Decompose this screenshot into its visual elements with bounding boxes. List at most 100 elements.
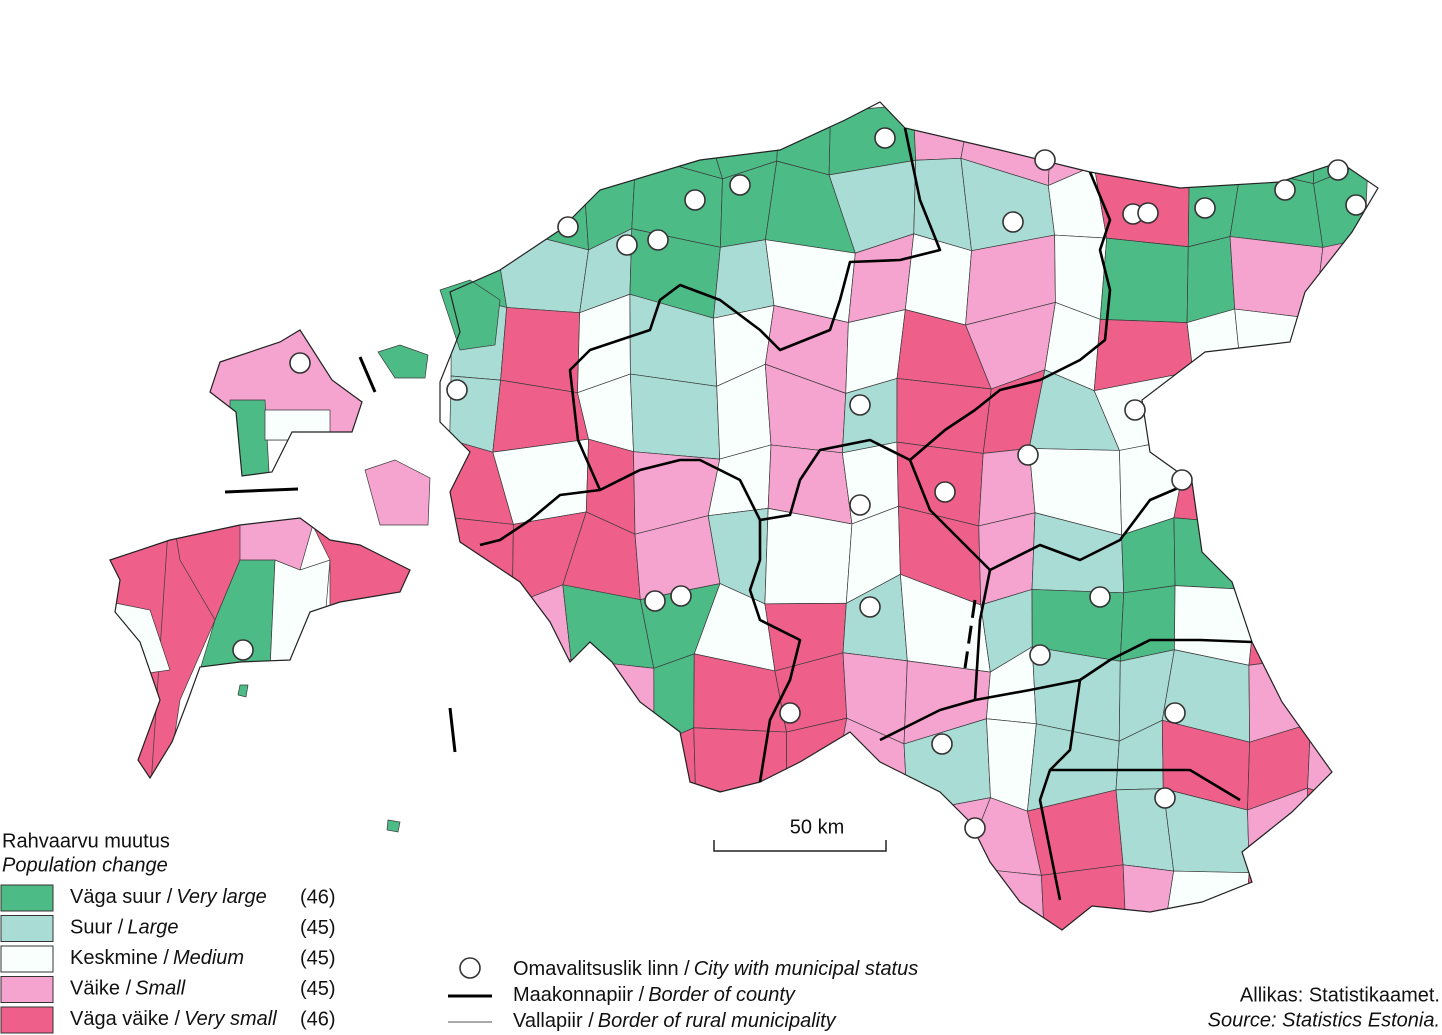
legend-swatch xyxy=(0,945,54,973)
municipality xyxy=(1306,787,1378,881)
municipality xyxy=(641,785,696,876)
municipality xyxy=(1234,102,1314,185)
city xyxy=(446,379,468,401)
municipality xyxy=(1314,368,1369,451)
municipality xyxy=(1242,449,1316,525)
city xyxy=(1345,194,1367,216)
legend-label-et: Väga väike / xyxy=(70,1008,181,1030)
city xyxy=(1034,149,1056,171)
municipality xyxy=(510,724,569,802)
legend-swatch xyxy=(0,884,54,912)
legend-label-et: Väga suur / xyxy=(70,886,173,908)
city xyxy=(1137,202,1159,224)
islet xyxy=(386,819,401,833)
symbol-label: Omavalitsuslik linn / City with municipal… xyxy=(513,958,918,980)
legend-title: Rahvaarvu muutus xyxy=(2,830,170,852)
city xyxy=(1029,644,1051,666)
symbol-label-et: Vallapiir / xyxy=(513,1010,594,1032)
legend: Väga suur / Very large (46) Suur / Large (45)… xyxy=(0,884,336,1034)
municipality xyxy=(693,727,788,806)
municipality xyxy=(645,860,705,930)
source: Allikas: Statistikaamet. xyxy=(1240,984,1440,1006)
municipality xyxy=(1161,870,1250,930)
municipality xyxy=(1248,578,1322,666)
city-symbol xyxy=(459,957,481,979)
municipality xyxy=(634,102,724,180)
islet xyxy=(364,459,431,526)
legend-swatch xyxy=(0,976,54,1003)
municipality xyxy=(1295,658,1378,739)
municipality xyxy=(1234,308,1321,396)
symbol-label-en: Border of rural municipality xyxy=(598,1010,837,1032)
municipality xyxy=(786,717,848,806)
municipality xyxy=(1302,863,1378,930)
city xyxy=(859,596,881,618)
municipality xyxy=(1311,515,1370,601)
legend-label-en: Medium xyxy=(173,947,244,969)
mainland xyxy=(440,102,1378,930)
municipality xyxy=(492,160,589,251)
city xyxy=(1327,159,1349,181)
municipality xyxy=(629,373,721,460)
city xyxy=(616,234,638,256)
county-border xyxy=(908,459,1193,572)
municipality xyxy=(764,507,853,605)
municipality xyxy=(579,102,637,182)
sea-border xyxy=(448,707,457,753)
municipality xyxy=(1122,864,1175,930)
city xyxy=(931,733,953,755)
island xyxy=(110,518,410,778)
municipality xyxy=(502,102,585,182)
municipality xyxy=(443,102,504,175)
municipality xyxy=(440,790,512,883)
municipality xyxy=(832,783,912,878)
municipality xyxy=(1093,318,1194,392)
legend-label-et: Keskmine / xyxy=(70,947,169,969)
municipality xyxy=(269,559,331,681)
symbol-label-et: Maakonnapiir / xyxy=(513,984,645,1006)
legend-label: Väga väike / Very small xyxy=(70,1008,277,1030)
lake-border xyxy=(963,599,977,669)
legend-subtitle: Population change xyxy=(2,854,168,876)
scale-line xyxy=(713,840,887,852)
symbol-label: Vallapiir / Border of rural municipality xyxy=(513,1010,837,1032)
municipality xyxy=(1186,308,1244,391)
city xyxy=(729,174,751,196)
municipality xyxy=(239,518,321,571)
legend-label: Keskmine / Medium xyxy=(70,947,244,969)
county-border xyxy=(1038,679,1082,901)
sea-border xyxy=(358,356,377,393)
municipality xyxy=(569,868,658,930)
symbol-label-en: City with municipal status xyxy=(694,958,919,980)
municipality xyxy=(443,160,503,244)
city xyxy=(779,702,801,724)
legend-count: (45) xyxy=(300,978,336,1000)
county-border xyxy=(1050,768,1241,802)
legend-label-en: Very small xyxy=(184,1008,277,1030)
municipality xyxy=(1229,236,1324,320)
city xyxy=(1171,469,1193,491)
municipality xyxy=(511,658,572,741)
city xyxy=(647,229,669,251)
legend-label: Väga suur / Very large xyxy=(70,886,267,908)
legend-swatch xyxy=(0,915,54,942)
city xyxy=(849,394,871,416)
city xyxy=(289,352,311,374)
municipality xyxy=(1186,236,1236,324)
municipality xyxy=(1242,515,1322,591)
city xyxy=(1017,444,1039,466)
city xyxy=(934,481,956,503)
municipality xyxy=(1311,448,1370,524)
scale-bar: 50 km xyxy=(713,816,887,852)
municipality xyxy=(511,584,572,665)
municipality xyxy=(1181,102,1242,176)
legend-label: Suur / Large xyxy=(70,917,179,939)
symbol-label-en: Border of county xyxy=(648,984,796,1006)
county-border xyxy=(974,638,1253,702)
municipality xyxy=(440,727,512,802)
legend-label-et: Suur / xyxy=(70,917,124,939)
county-border xyxy=(568,127,1112,522)
city xyxy=(1089,586,1111,608)
municipality xyxy=(440,867,523,930)
